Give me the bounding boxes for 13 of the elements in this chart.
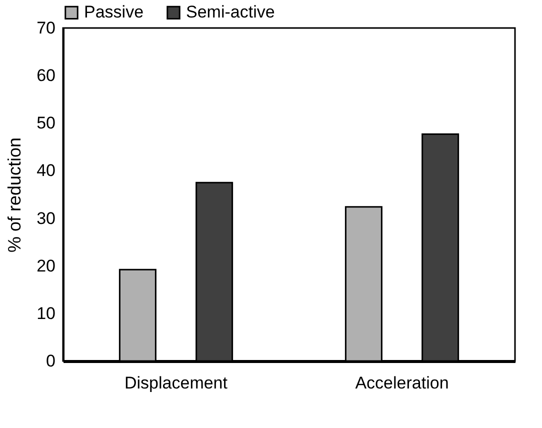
y-tick-label: 60: [36, 66, 56, 86]
y-tick-label: 30: [36, 208, 56, 228]
y-axis-title: % of reduction: [4, 137, 25, 253]
x-tick-label: Acceleration: [355, 374, 449, 392]
y-tick-label: 70: [36, 18, 56, 38]
y-tick-label: 10: [36, 304, 56, 323]
legend-label: Semi-active: [186, 2, 275, 22]
y-tick-label: 40: [36, 161, 56, 180]
y-tick-label: 20: [36, 256, 56, 276]
y-tick-label: 50: [36, 114, 56, 133]
x-tick-label: Displacement: [124, 374, 228, 392]
legend-label: Passive: [84, 2, 144, 22]
y-tick-label: 0: [46, 352, 56, 370]
